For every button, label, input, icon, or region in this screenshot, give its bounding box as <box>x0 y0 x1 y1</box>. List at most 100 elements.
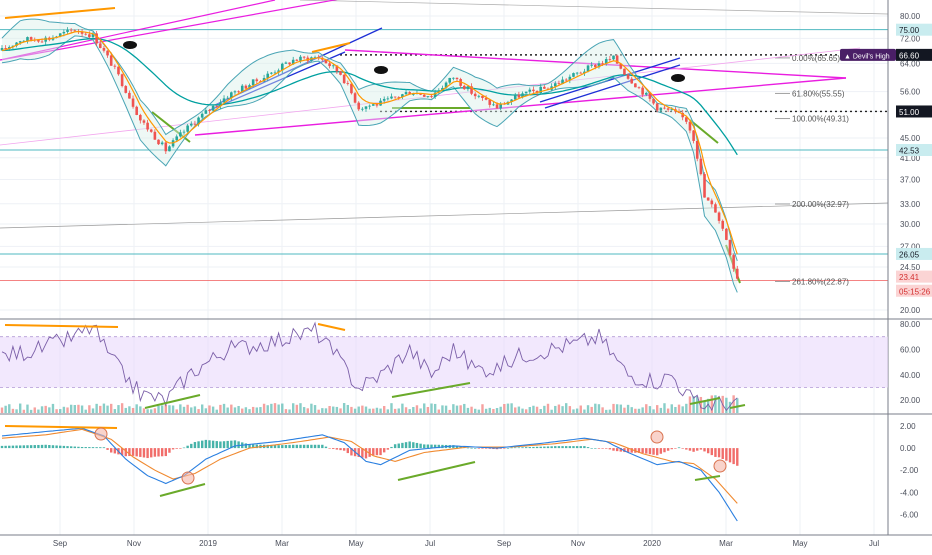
volume-bar <box>182 406 186 413</box>
candle-body <box>73 30 77 32</box>
volume-bar <box>419 408 422 413</box>
candle-body <box>393 96 397 98</box>
volume-bar <box>33 407 36 413</box>
volume-bar <box>102 403 106 413</box>
macd-histogram-bar <box>612 448 615 451</box>
candle-body <box>113 65 117 67</box>
price-label: 23.41 <box>899 273 920 282</box>
macd-histogram-bar <box>375 448 379 456</box>
macd-histogram-bar <box>208 440 211 449</box>
macd-histogram-bar <box>557 446 561 449</box>
macd-histogram-bar <box>135 448 138 457</box>
candle-body <box>62 31 66 34</box>
ema-short-line <box>1 30 738 255</box>
candle-body <box>302 56 306 58</box>
volume-bar <box>535 406 539 413</box>
macd-axis-tick: 0.00 <box>900 444 916 453</box>
macd-histogram-bar <box>146 448 149 459</box>
volume-bar <box>612 403 615 413</box>
volume-bar <box>375 407 379 413</box>
candle-body <box>22 40 26 42</box>
candle-body <box>663 107 666 109</box>
macd-histogram-bar <box>77 446 80 449</box>
volume-bar <box>692 396 695 413</box>
candle-body <box>644 92 648 95</box>
macd-histogram-bar <box>710 448 713 456</box>
macd-histogram-bar <box>721 448 724 460</box>
macd-histogram-bar <box>674 448 677 449</box>
macd-histogram-bar <box>615 448 619 452</box>
volume-bar <box>310 403 313 413</box>
candle-body <box>641 87 644 95</box>
candle-body <box>564 79 568 81</box>
volume-bar <box>379 408 382 413</box>
macd-histogram-bar <box>160 448 164 457</box>
volume-bar <box>299 403 302 413</box>
volume-bar <box>474 408 477 413</box>
macd-histogram-bar <box>164 448 167 457</box>
fib-level-label: 0.00%(65.65) <box>792 54 840 63</box>
macd-histogram-bar <box>397 443 400 449</box>
volume-bar <box>615 404 619 413</box>
candle-body <box>244 85 248 89</box>
volume-bar <box>463 403 466 413</box>
candle-body <box>681 112 684 118</box>
macd-histogram-bar <box>703 448 706 452</box>
volume-bar <box>685 403 688 413</box>
volume-bar <box>401 403 404 413</box>
divergence-green-rsi-4 <box>729 404 746 409</box>
volume-bar <box>528 407 531 413</box>
volume-bar <box>15 409 18 413</box>
volume-bar <box>532 405 535 413</box>
macd-histogram-bar <box>255 444 258 449</box>
volume-bar <box>51 403 55 413</box>
price-label-bg <box>896 270 932 283</box>
volume-bar <box>11 408 15 413</box>
volume-bar <box>95 403 98 413</box>
volume-bar <box>623 407 626 413</box>
candle-body <box>368 105 371 107</box>
candle-body <box>735 268 739 279</box>
macd-histogram-bar <box>22 445 26 449</box>
candle-body <box>128 92 131 99</box>
volume-bar <box>433 403 437 413</box>
candle-body <box>146 122 149 130</box>
volume-bar <box>634 408 637 413</box>
volume-bar <box>390 403 393 413</box>
candle-body <box>444 82 448 88</box>
macd-histogram-bar <box>601 448 604 449</box>
signal-marker <box>374 66 388 74</box>
candle-body <box>615 55 619 64</box>
volume-bar <box>645 404 648 413</box>
macd-histogram-bar <box>561 446 564 449</box>
candle-body <box>685 117 688 122</box>
volume-bar <box>281 403 284 413</box>
candle-body <box>98 43 102 48</box>
volume-bar <box>317 409 320 413</box>
volume-bar <box>681 406 684 413</box>
volume-bar <box>568 406 572 413</box>
volume-bar <box>648 406 652 413</box>
rsi-band <box>0 336 888 388</box>
macd-line <box>1 427 738 522</box>
volume-bar <box>73 405 76 413</box>
macd-histogram-bar <box>477 448 481 449</box>
macd-histogram-bar <box>728 448 732 463</box>
volume-bar <box>171 405 175 413</box>
macd-histogram-bar <box>197 441 200 449</box>
candle-body <box>524 91 528 94</box>
candle-body <box>139 114 142 121</box>
faint-magenta-line <box>0 47 861 146</box>
macd-histogram-bar <box>251 444 255 449</box>
candle-body <box>495 104 499 109</box>
candle-body <box>470 86 473 94</box>
macd-histogram-bar <box>211 440 215 449</box>
candle-body <box>179 132 182 137</box>
volume-bar <box>444 405 448 413</box>
candle-body <box>532 89 535 91</box>
macd-histogram-bar <box>175 448 178 449</box>
volume-bar <box>506 403 510 413</box>
volume-bar <box>430 403 433 413</box>
